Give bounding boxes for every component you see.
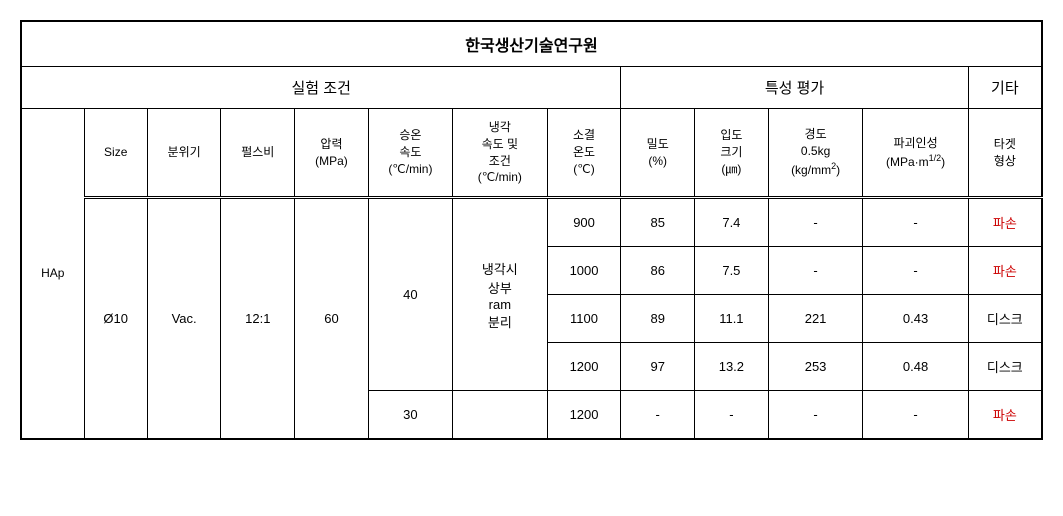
header-toughness: 파괴인성(MPa·m1/2) [863,109,968,198]
cell-shape: 파손 [968,391,1042,440]
header-cooling: 냉각속도 및조건(℃/min) [452,109,547,198]
cell-heating-rate-b: 30 [368,391,452,440]
header-pulse-ratio: 펄스비 [221,109,295,198]
table-title: 한국생산기술연구원 [21,21,1042,67]
cell-pressure: 60 [295,198,369,440]
cell-density: - [621,391,695,440]
cell-temp: 1100 [547,295,621,343]
cell-hardness: - [768,391,863,440]
cell-grain: 11.1 [695,295,769,343]
cell-hardness: - [768,247,863,295]
header-density: 밀도(%) [621,109,695,198]
section-evaluation: 특성 평가 [621,67,968,109]
header-atmosphere: 분위기 [147,109,221,198]
cell-cooling-empty [452,391,547,440]
cell-atmosphere: Vac. [147,198,221,440]
cell-size: Ø10 [84,198,147,440]
cell-temp: 1200 [547,343,621,391]
cell-density: 86 [621,247,695,295]
header-hardness: 경도0.5kg(kg/mm2) [768,109,863,198]
cell-grain: 7.4 [695,198,769,247]
cell-cooling-cond: 냉각시상부ram분리 [452,198,547,391]
cell-temp: 1200 [547,391,621,440]
cell-shape: 파손 [968,198,1042,247]
cell-toughness: 0.43 [863,295,968,343]
header-size: Size [84,109,147,198]
cell-heating-rate-a: 40 [368,198,452,391]
cell-grain: 13.2 [695,343,769,391]
cell-temp: 1000 [547,247,621,295]
header-heating-rate: 승온속도(℃/min) [368,109,452,198]
header-grain-size: 입도크기(㎛) [695,109,769,198]
cell-shape: 파손 [968,247,1042,295]
cell-density: 85 [621,198,695,247]
cell-hardness: 253 [768,343,863,391]
cell-shape: 디스크 [968,343,1042,391]
cell-pulse-ratio: 12:1 [221,198,295,440]
cell-toughness: - [863,198,968,247]
header-material: HAp [21,109,84,440]
cell-density: 89 [621,295,695,343]
cell-grain: 7.5 [695,247,769,295]
section-etc: 기타 [968,67,1042,109]
section-experiment: 실험 조건 [21,67,621,109]
header-pressure: 압력(MPa) [295,109,369,198]
cell-shape: 디스크 [968,295,1042,343]
cell-toughness: 0.48 [863,343,968,391]
cell-grain: - [695,391,769,440]
cell-density: 97 [621,343,695,391]
table-row: Ø10 Vac. 12:1 60 40 냉각시상부ram분리 900 85 7.… [21,198,1042,247]
cell-hardness: 221 [768,295,863,343]
header-target-shape: 타겟형상 [968,109,1042,198]
cell-temp: 900 [547,198,621,247]
header-sinter-temp: 소결온도(℃) [547,109,621,198]
cell-toughness: - [863,391,968,440]
experiment-table: 한국생산기술연구원 실험 조건 특성 평가 기타 HAp Size 분위기 펄스… [20,20,1043,440]
cell-toughness: - [863,247,968,295]
cell-hardness: - [768,198,863,247]
